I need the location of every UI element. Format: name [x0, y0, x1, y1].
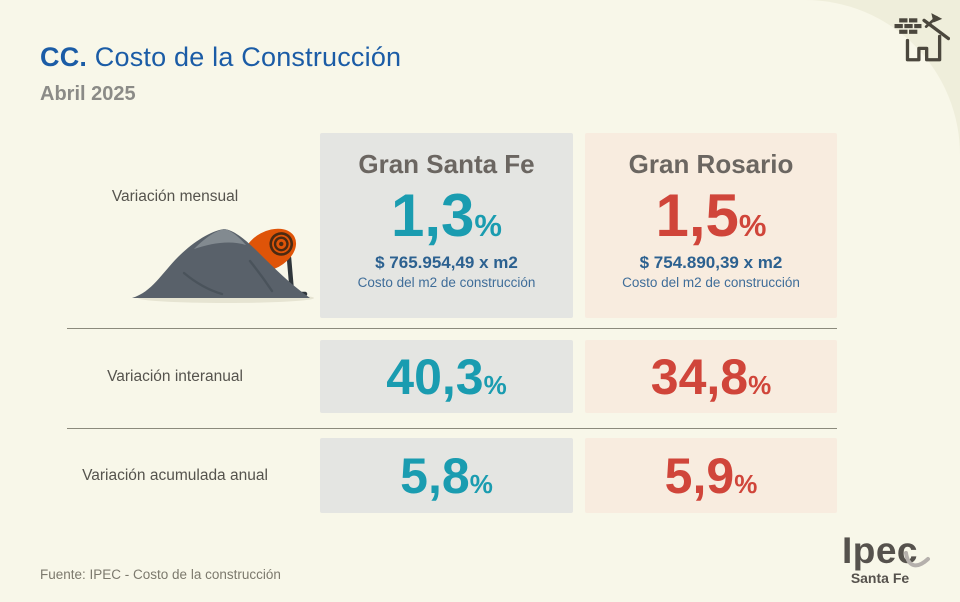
accumulated-box-rosario: 5,9%: [585, 438, 837, 513]
value-unit: %: [469, 468, 493, 499]
value-unit: %: [734, 468, 758, 499]
divider-line: [67, 428, 837, 429]
page-title-prefix: CC.: [40, 42, 88, 72]
accumulated-value-rosario: 5,9%: [665, 451, 758, 501]
page-title: CC. Costo de la Construcción: [40, 42, 401, 73]
page-title-text: Costo de la Construcción: [87, 42, 402, 72]
house-construction-icon: [894, 13, 951, 68]
accumulated-value-santa-fe: 5,8%: [400, 451, 493, 501]
source-note: Fuente: IPEC - Costo de la construcción: [40, 567, 281, 582]
interannual-box-rosario: 34,8%: [585, 340, 837, 413]
ipec-logo: Ipec Santa Fe: [828, 532, 932, 586]
row-label-monthly-variation: Variación mensual: [111, 188, 239, 205]
row-label-accumulated-annual-variation: Variación acumulada anual: [82, 466, 268, 484]
period-subtitle: Abril 2025: [40, 83, 136, 105]
ipec-logo-wordmark: Ipec: [841, 530, 931, 571]
m2-cost-rosario: $ 754.890,39 x m2: [639, 253, 783, 272]
value-unit: %: [483, 369, 507, 400]
cement-mixer-illustration: [126, 203, 318, 310]
value-number: 1,5: [655, 182, 739, 249]
monthly-variation-value-rosario: 1,5%: [656, 184, 767, 247]
ipec-logo-region: Santa Fe: [850, 570, 910, 586]
ipec-logo-text: Ipec: [841, 530, 919, 571]
value-unit: %: [748, 369, 772, 400]
row-label-interannual-variation: Variación interanual: [107, 367, 243, 385]
m2-cost-caption-rosario: Costo del m2 de construcción: [622, 275, 800, 290]
value-number: 34,8: [650, 348, 749, 405]
value-number: 5,9: [664, 447, 735, 504]
m2-cost-caption-santa-fe: Costo del m2 de construcción: [357, 275, 536, 290]
interannual-value-rosario: 34,8%: [651, 352, 771, 402]
value-number: 40,3: [386, 348, 484, 405]
value-number: 1,3: [391, 182, 475, 249]
value-unit: %: [474, 208, 502, 243]
divider-line: [67, 328, 837, 329]
accumulated-box-santa-fe: 5,8%: [320, 438, 573, 513]
card-gran-rosario-monthly: Gran Rosario 1,5% $ 754.890,39 x m2 Cost…: [585, 133, 837, 318]
interannual-box-santa-fe: 40,3%: [320, 340, 573, 413]
value-number: 5,8: [400, 447, 470, 504]
value-unit: %: [738, 208, 767, 243]
column-header-gran-rosario: Gran Rosario: [628, 149, 794, 179]
card-gran-santa-fe-monthly: Gran Santa Fe 1,3% $ 765.954,49 x m2 Cos…: [320, 133, 573, 318]
logo-swoosh-icon: [904, 551, 931, 568]
column-header-gran-santa-fe: Gran Santa Fe: [358, 149, 535, 179]
interannual-value-santa-fe: 40,3%: [386, 352, 506, 402]
m2-cost-santa-fe: $ 765.954,49 x m2: [375, 253, 518, 272]
monthly-variation-value-santa-fe: 1,3%: [391, 184, 502, 247]
